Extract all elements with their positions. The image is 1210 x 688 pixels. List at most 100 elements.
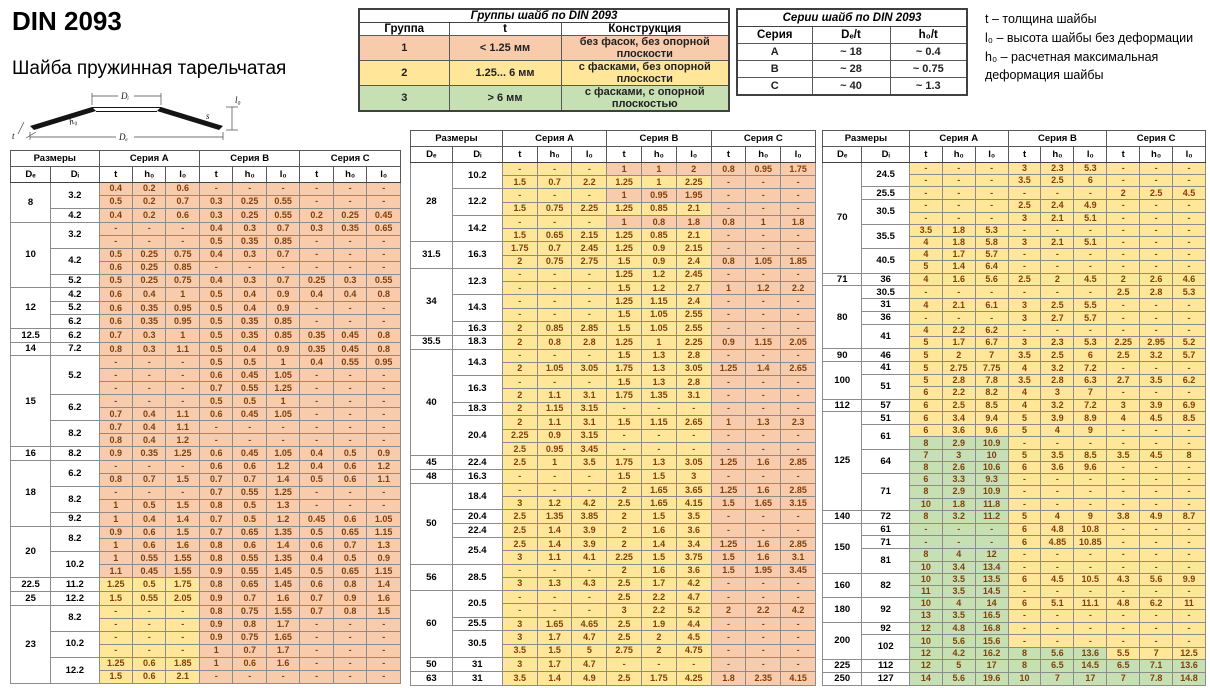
value-cell: 0.7 [232,591,267,606]
value-cell: 0.5 [232,355,267,370]
h0-header: h₀ [131,166,167,183]
value-cell: 3 [675,469,712,484]
value-cell: 1.6 [745,482,782,498]
value-cell: 0.6 [165,207,200,223]
value-cell: - [332,234,368,249]
value-cell: - [641,428,677,443]
value-cell: 1.05 [745,254,782,269]
value-cell: - [710,201,747,216]
value-cell: 1.5 [606,348,643,363]
value-cell: 0.5 [232,511,267,527]
value-cell: 9.4 [974,411,1009,426]
value-cell: - [165,221,200,236]
value-cell: 0.35 [232,314,267,330]
value-cell: 4 [1007,398,1042,413]
value-cell: 2.65 [675,415,712,430]
value-cell: 0.55 [265,194,301,209]
value-cell: - [1172,199,1206,213]
series-col-series: Серия [736,26,813,45]
table-row: 250 127 14 5.6 19.6 10 7 17 7 7.8 14.8 [821,671,1206,687]
value-cell: 1.55 [165,551,200,566]
value-cell: - [1172,485,1206,499]
value-cell: 0.8 [98,433,134,448]
value-cell: - [1073,621,1108,636]
value-cell: 0.5 [198,300,234,316]
table-row: 0.8 0.7 1.5 0.7 0.7 1.4 0.5 0.6 1.1 [11,472,401,487]
di-cell: 18.3 [451,401,503,417]
value-cell: 1.6 [265,591,301,606]
value-cell: 1.4 [941,260,976,274]
value-cell: 2.5 [501,509,538,525]
value-cell: 1.1 [98,564,134,579]
value-cell: 5.1 [1040,597,1075,611]
table-row: 6.2- - -0.5 0.5 1- - - [11,394,401,422]
value-cell: 6 [908,411,943,426]
value-cell: - [299,368,334,383]
value-cell: - [780,267,816,283]
value-cell: - [1007,485,1042,499]
value-cell: - [941,311,976,325]
di-cell: 57 [861,398,910,413]
table-row: - - -3.5 2.5 6- - - [823,174,1206,188]
value-cell: 0.8 [98,472,134,487]
value-cell: - [332,420,368,435]
value-cell: - [1106,199,1141,213]
di-cell: 6.2 [50,328,100,343]
value-cell: 1.05 [265,446,301,461]
value-cell: 14 [908,671,943,687]
value-cell: 3.5 [675,509,712,525]
value-cell: 2.25 [1106,336,1141,350]
value-cell: - [780,643,816,658]
di-cell: 16.3 [451,320,503,336]
value-cell: 2 [501,254,538,269]
value-cell: 0.7 [232,643,267,658]
table-row: 1 0.6 1.6 0.8 0.6 1.4 0.6 0.7 1.3 [11,538,401,553]
value-cell: - [501,563,538,578]
value-cell: 1.8 [675,214,712,230]
value-cell: - [1172,298,1206,313]
value-cell: - [1172,174,1206,188]
table-row: 5 1.7 6.7 3 2.3 5.3 2.25 2.95 5.2 [823,336,1206,350]
value-cell: - [366,485,401,500]
value-cell: - [1172,211,1206,225]
value-cell: - [571,603,608,618]
value-cell: 1.5 [606,415,643,430]
value-cell: 8 [1007,646,1042,660]
value-cell: 2 [501,415,538,430]
diagram-di-label: Dᵢ [120,91,129,101]
value-cell: 4 [908,298,943,313]
value-cell: 4 [1040,509,1075,524]
value-cell: - [165,234,200,249]
t-header: t [908,146,943,163]
value-cell: 2 [1040,272,1075,287]
value-cell: 0.5 [198,287,234,302]
value-cell: - [299,260,334,275]
value-cell: 0.7 [98,420,134,435]
value-cell: 0.4 [232,300,267,316]
value-cell: - [1139,223,1174,237]
value-cell: 1.9 [641,616,677,632]
washer-cross-section: Dᵢ Dₑ l₀ s h₀ t [12,91,241,142]
value-cell: 0.45 [232,407,267,422]
value-cell: - [131,234,167,249]
value-cell: - [501,307,538,322]
value-cell: 1.7 [536,656,573,672]
value-cell: 3.4 [941,560,976,574]
value-cell: 1.05 [641,320,677,336]
value-cell: - [571,307,608,322]
value-cell: 3.5 [941,609,976,623]
value-cell: 3.5 [1040,448,1075,462]
value-cell: 0.5 [98,247,134,262]
de-header: Dₑ [410,146,453,163]
value-cell: - [299,643,334,658]
value-cell: - [1106,535,1141,550]
de-cell: 25 [9,591,52,606]
value-cell: - [745,188,782,203]
value-cell: 1.65 [536,616,573,632]
value-cell: 0.85 [265,328,301,343]
table-row: 14 7.2 0.8 0.3 1.1 0.5 0.4 0.9 0.35 0.45 0.8 [9,341,401,357]
value-cell: 2 [606,482,643,498]
value-cell: 0.35 [131,314,167,330]
value-cell: 4.8 [1106,597,1141,611]
di-cell: 6.2 [50,314,100,330]
